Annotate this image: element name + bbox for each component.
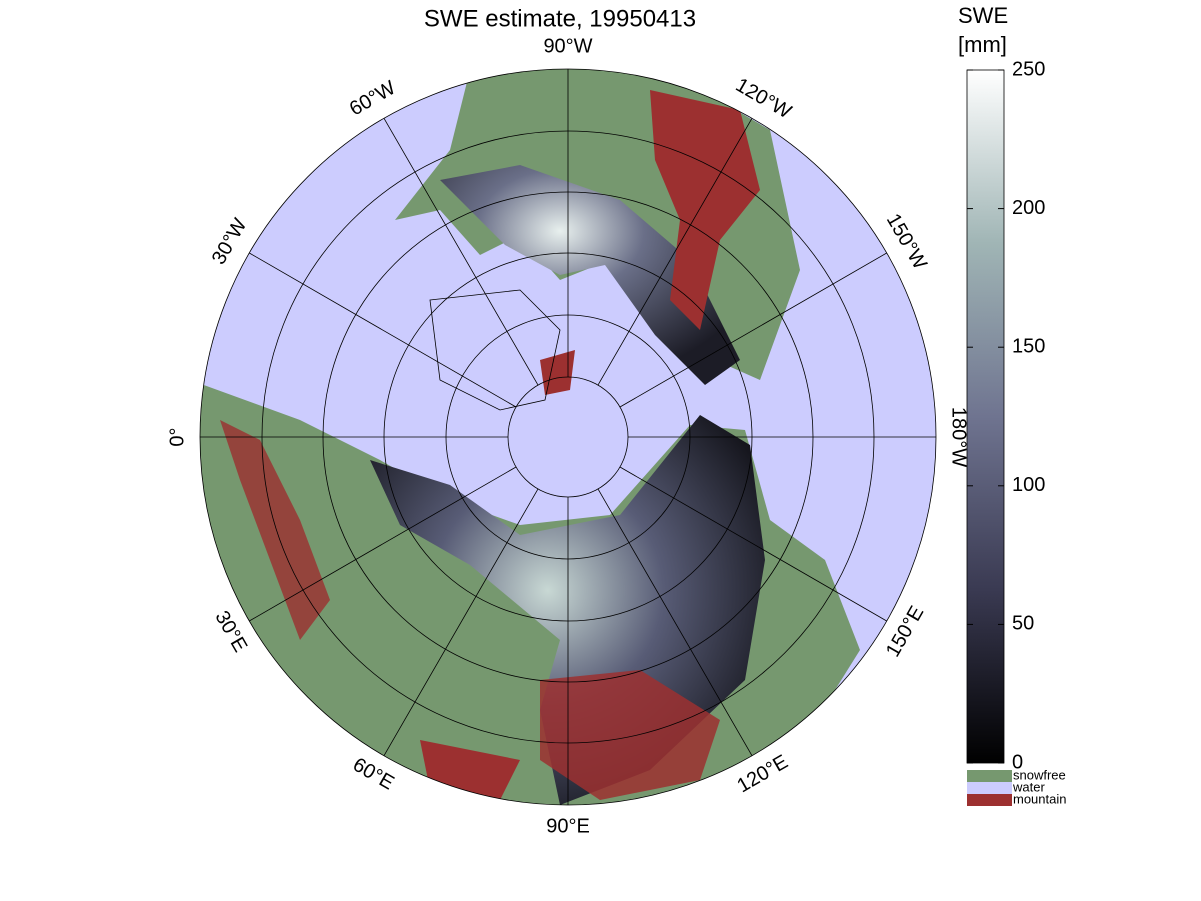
longitude-label: 90°E xyxy=(546,815,590,837)
legend-swatch xyxy=(967,770,1012,782)
colorbar-tick-label: 0 xyxy=(1012,751,1023,773)
meridian xyxy=(249,466,517,622)
graticule xyxy=(199,68,937,806)
colorbar-tick-label: 100 xyxy=(1012,474,1045,496)
meridian xyxy=(597,488,753,756)
title: SWE estimate, 19950413 xyxy=(424,5,696,32)
meridian xyxy=(383,118,539,386)
legend-swatch xyxy=(967,782,1012,794)
colorbar-label: [mm] xyxy=(958,32,1007,57)
legend-label: mountain xyxy=(1013,791,1066,806)
meridian xyxy=(383,488,539,756)
colorbar-gradient xyxy=(966,69,1005,764)
meridian xyxy=(619,466,887,622)
legend-label: snowfree xyxy=(1013,767,1066,782)
colorbar-label: SWE xyxy=(958,3,1008,28)
mountain-area xyxy=(650,90,760,330)
longitude-label: 60°E xyxy=(349,754,398,795)
snow-cover xyxy=(440,165,740,385)
longitude-label: 0° xyxy=(166,427,188,446)
map xyxy=(200,69,936,805)
colorbar-tick-label: 150 xyxy=(1012,335,1045,357)
longitude-label: 30°E xyxy=(210,607,251,656)
mountain-area xyxy=(220,420,330,640)
legend-swatch xyxy=(967,794,1012,806)
longitude-label: 180°W xyxy=(948,407,970,467)
mountain-area xyxy=(540,670,720,800)
longitude-label: 90°W xyxy=(543,35,592,57)
colorbar-tick-label: 50 xyxy=(1012,613,1034,635)
colorbar-tick-label: 200 xyxy=(1012,197,1045,219)
meridian xyxy=(619,252,887,408)
colorbar-tick-label: 250 xyxy=(1012,58,1045,80)
legend-label: water xyxy=(1012,779,1045,794)
meridian xyxy=(249,252,517,408)
coastline xyxy=(429,289,561,411)
meridian xyxy=(597,118,753,386)
